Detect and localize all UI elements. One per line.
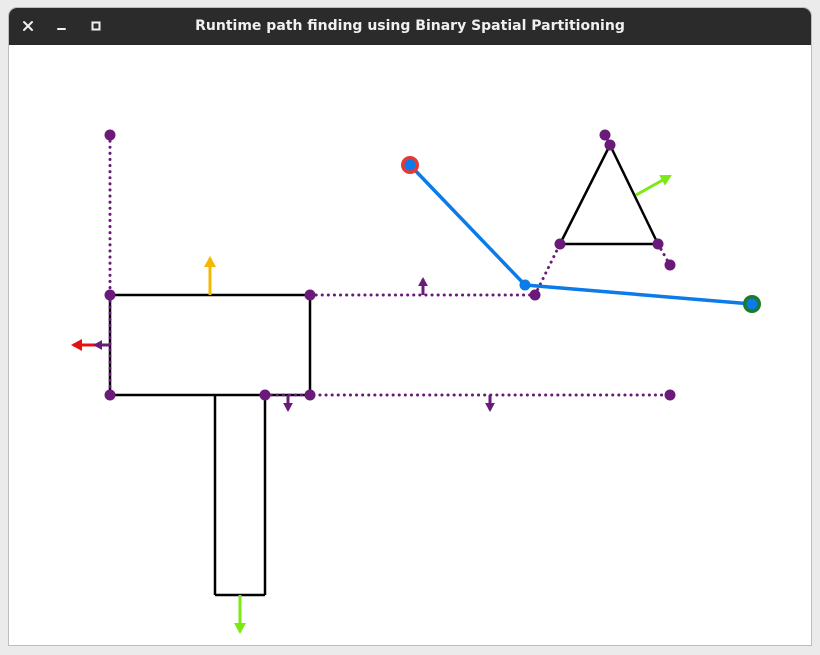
vertex-dot bbox=[664, 389, 676, 401]
partition-normal-head bbox=[283, 403, 293, 412]
vertex-dot bbox=[104, 289, 116, 301]
vertex-dot bbox=[652, 238, 664, 250]
path-waypoint bbox=[519, 279, 531, 291]
partition-line bbox=[656, 242, 672, 267]
minimize-icon bbox=[57, 28, 66, 30]
vertex-dot bbox=[104, 129, 116, 141]
normal-arrow-top-head bbox=[204, 256, 216, 267]
window-title: Runtime path finding using Binary Spatia… bbox=[195, 18, 625, 34]
maximize-icon bbox=[91, 21, 101, 31]
vertex-dot bbox=[554, 238, 566, 250]
goal-point[interactable] bbox=[746, 298, 758, 310]
partition-normal-head bbox=[93, 340, 102, 350]
vertex-dot bbox=[104, 389, 116, 401]
wall-segment bbox=[608, 144, 660, 245]
scene-svg bbox=[71, 129, 761, 634]
vertex-dot bbox=[664, 259, 676, 271]
start-point[interactable] bbox=[404, 159, 416, 171]
title-bar[interactable]: Runtime path finding using Binary Spatia… bbox=[9, 8, 811, 45]
partition-line bbox=[533, 242, 562, 297]
minimize-window-button[interactable] bbox=[51, 15, 73, 37]
vertex-dot bbox=[529, 289, 541, 301]
close-window-button[interactable] bbox=[17, 15, 39, 37]
partition-normal-head bbox=[485, 403, 495, 412]
vertex-dot bbox=[604, 139, 616, 151]
normal-arrow-bottom-head bbox=[234, 623, 246, 634]
close-icon bbox=[23, 21, 33, 31]
maximize-window-button[interactable] bbox=[85, 15, 107, 37]
vertex-dot bbox=[259, 389, 271, 401]
drawing-canvas[interactable] bbox=[9, 45, 811, 645]
app-window: Runtime path finding using Binary Spatia… bbox=[9, 8, 811, 645]
path-line bbox=[408, 163, 754, 306]
normal-arrow-left-head bbox=[71, 339, 82, 351]
vertex-dot bbox=[304, 389, 316, 401]
normal-arrow-triangle-head bbox=[659, 175, 672, 186]
partition-normal-head bbox=[418, 277, 428, 286]
vertex-dot bbox=[599, 129, 611, 141]
partition-line bbox=[603, 133, 612, 147]
vertex-dot bbox=[304, 289, 316, 301]
wall-segment bbox=[558, 144, 612, 245]
